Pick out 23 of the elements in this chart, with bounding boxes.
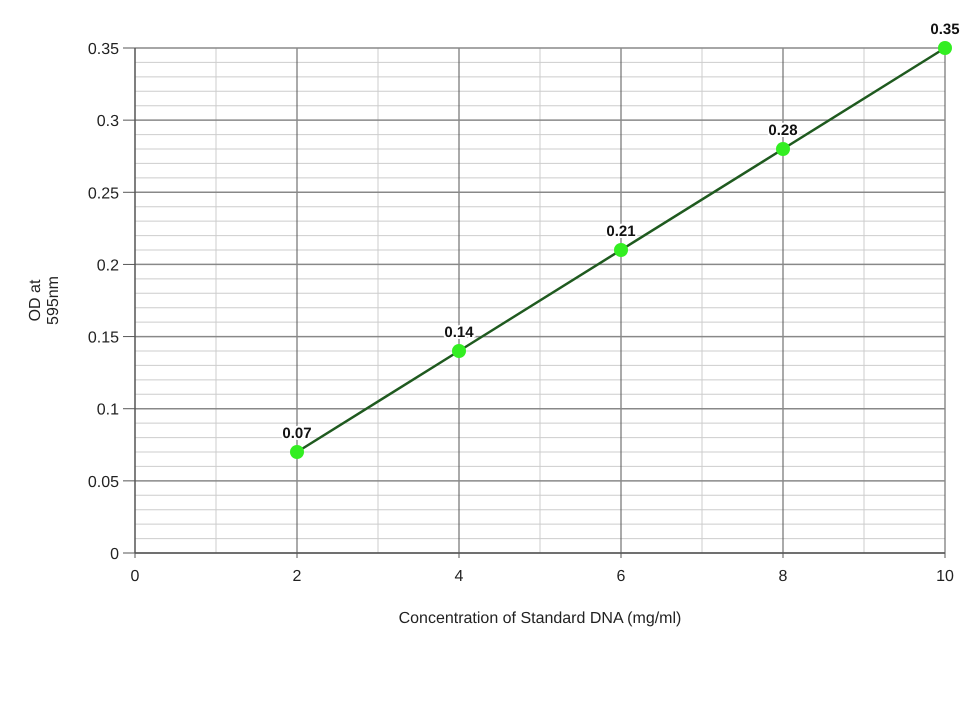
x-tick-label: 0: [130, 568, 140, 585]
x-tick-label: 8: [778, 568, 788, 585]
y-tick-label: 0: [110, 546, 120, 563]
point: [776, 142, 790, 156]
x-tick-label: 2: [292, 568, 302, 585]
y-tick-label: 0.25: [88, 185, 120, 202]
data-label: 0.14: [444, 324, 474, 341]
y-tick-label: 0.2: [96, 257, 120, 274]
x-tick-label: 4: [454, 568, 464, 585]
y-tick-label: 0.15: [88, 330, 120, 347]
point: [290, 445, 304, 459]
x-tick-label: 10: [936, 568, 954, 585]
y-tick-label: 0.3: [96, 113, 120, 130]
y-tick-label: 0.1: [96, 402, 120, 419]
y-tick-label: 0.35: [88, 41, 120, 58]
point: [452, 344, 466, 358]
point: [938, 41, 952, 55]
x-tick-label: 6: [616, 568, 626, 585]
x-axis-title: Concentration of Standard DNA (mg/ml): [398, 610, 682, 627]
point: [614, 243, 628, 257]
y-tick-label: 0.05: [88, 474, 120, 491]
data-label: 0.35: [930, 21, 960, 38]
y-axis-title: OD at 595nm: [27, 276, 62, 325]
